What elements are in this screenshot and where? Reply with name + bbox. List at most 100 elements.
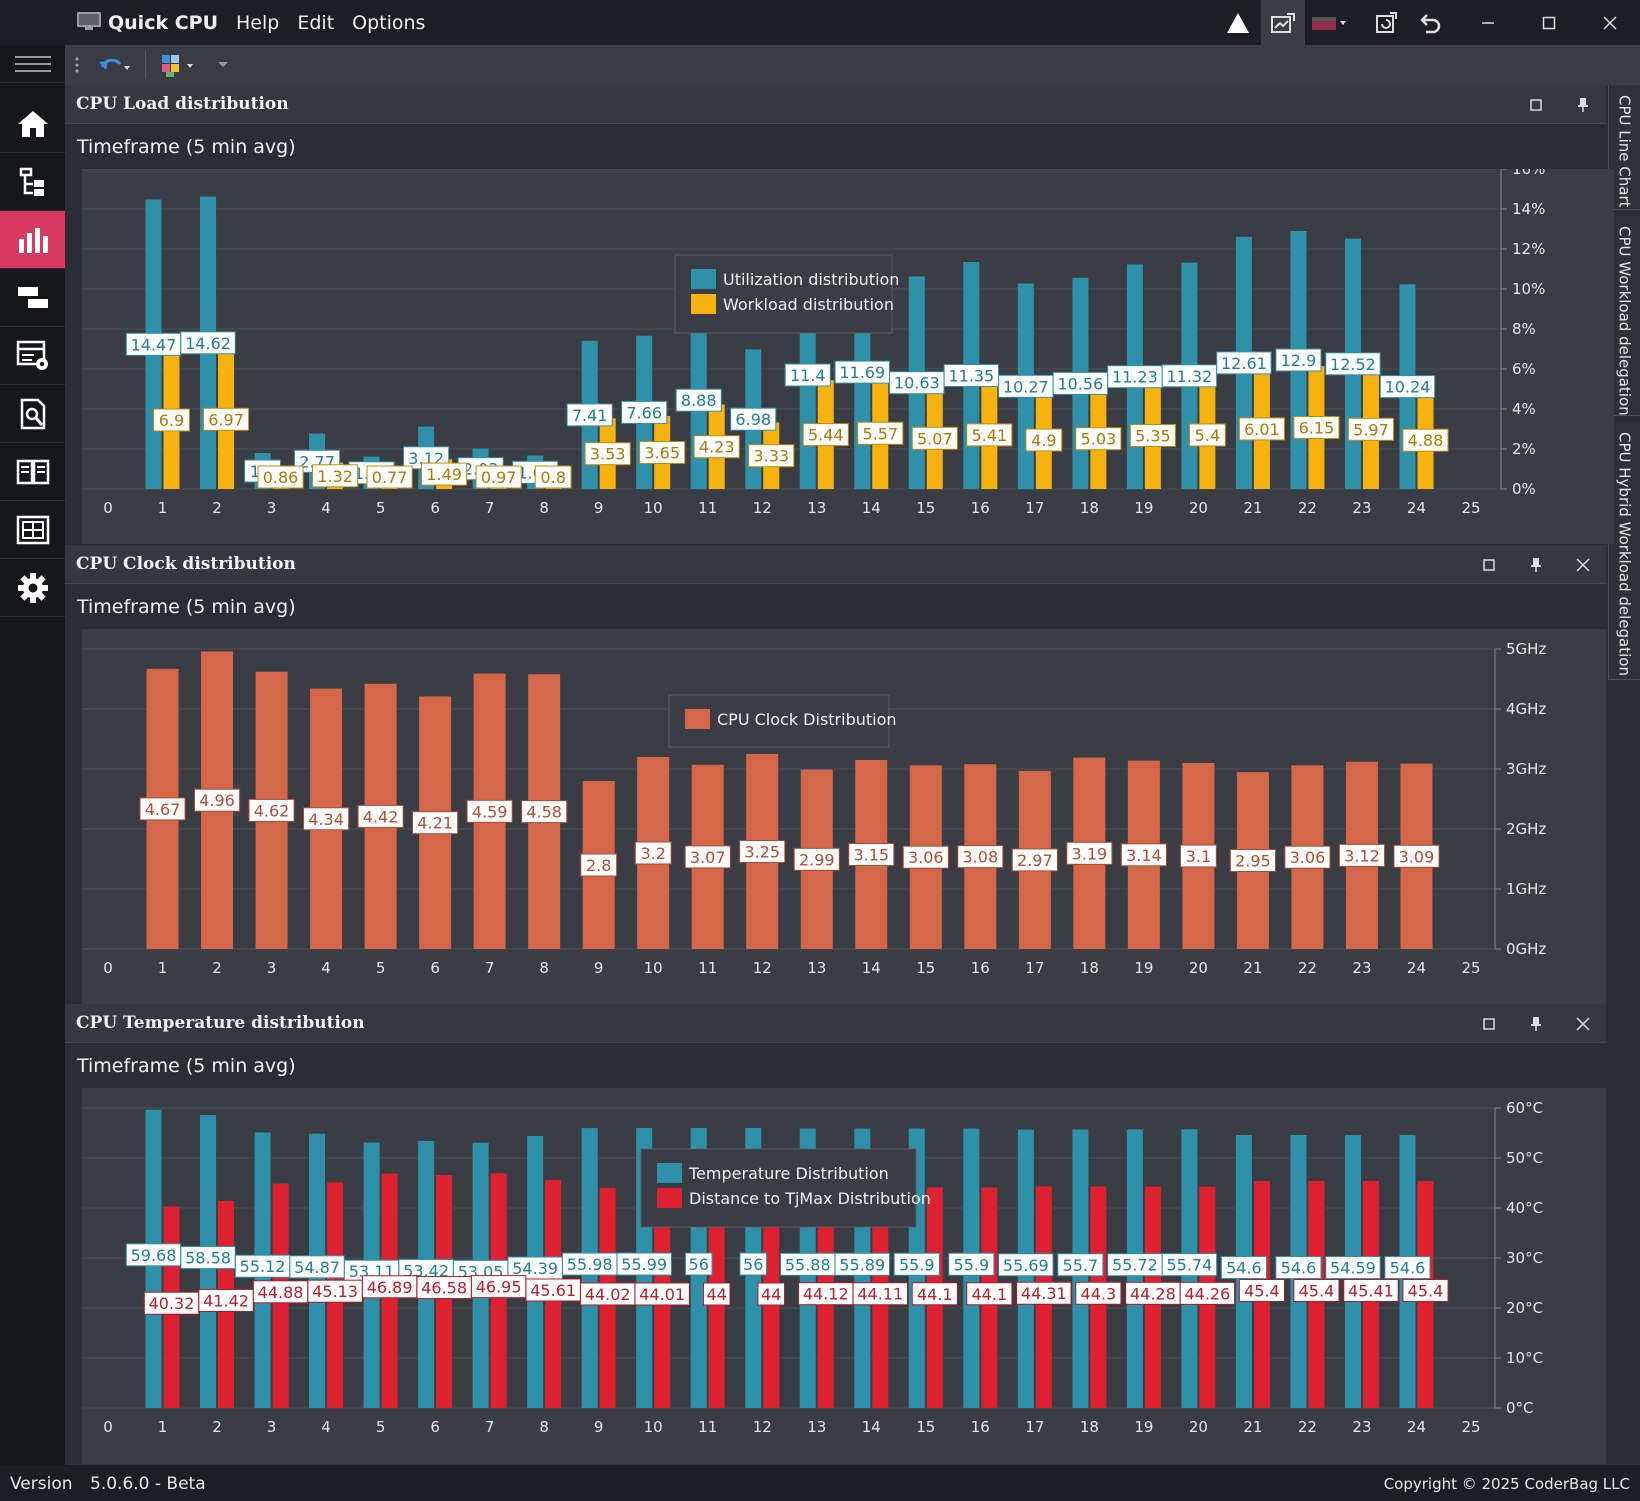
export-chart-button[interactable] (1261, 0, 1305, 45)
warning-triangle-icon[interactable] (1216, 0, 1260, 45)
panel-close-button[interactable] (1571, 1012, 1595, 1036)
data-label-box (580, 853, 618, 877)
sidebar-item-inspect[interactable] (0, 385, 65, 443)
panel-pin-button[interactable] (1524, 1012, 1548, 1036)
data-label: 3.07 (684, 845, 731, 869)
data-label-text: 12.52 (1330, 355, 1376, 374)
data-label-box (193, 788, 241, 812)
x-tick-label: 23 (1352, 1418, 1371, 1436)
data-label-text: 3.08 (963, 848, 999, 867)
data-label-text: 5.97 (1353, 420, 1389, 439)
x-tick-label: 17 (1025, 959, 1044, 977)
data-label-text: 6.9 (159, 411, 184, 430)
sidebar-item-settings[interactable] (0, 559, 65, 617)
minimize-button[interactable] (1466, 0, 1510, 45)
data-label: 11.35 (943, 364, 1000, 387)
x-tick-label: 2 (212, 1418, 222, 1436)
y-tick-label: 3GHz (1506, 760, 1546, 778)
data-label: 44.1 (911, 1282, 958, 1306)
palette-dropdown-button[interactable] (160, 51, 202, 79)
undo-dropdown-button[interactable] (97, 53, 137, 77)
data-label: 5.44 (802, 423, 849, 447)
data-label-box (616, 1252, 672, 1276)
data-label-text: 3.09 (1399, 847, 1435, 866)
data-label-box (1325, 352, 1381, 376)
legend-label: Workload distribution (723, 295, 894, 314)
data-label-text: 5.35 (1135, 427, 1171, 446)
data-label-box (1229, 849, 1276, 872)
data-label-text: 44.12 (803, 1285, 849, 1304)
data-label: 2.8 (580, 853, 618, 877)
maximize-button[interactable] (1527, 0, 1571, 45)
x-tick-label: 6 (430, 1418, 440, 1436)
y-tick-label: 0% (1512, 480, 1536, 498)
data-label-text: 14.62 (185, 334, 231, 353)
undo-icon[interactable] (1408, 0, 1452, 45)
sidebar-item-table-settings[interactable] (0, 327, 65, 385)
y-tick-label: 20°C (1506, 1299, 1543, 1317)
menu-help[interactable]: Help (236, 11, 280, 34)
y-tick-label: 0GHz (1506, 940, 1546, 958)
data-label-text: 10.24 (1385, 378, 1431, 397)
menu-edit[interactable]: Edit (297, 11, 335, 34)
data-label: 55.88 (780, 1252, 836, 1276)
sidebar-item-layout[interactable] (0, 501, 65, 559)
sidebar-item-timeline[interactable] (0, 269, 65, 327)
sidebar-item-reader[interactable] (0, 443, 65, 501)
refresh-window-icon[interactable] (1364, 0, 1408, 45)
panel-maximize-button[interactable] (1524, 93, 1548, 117)
data-label: 11.4 (784, 363, 831, 387)
panel-title: CPU Temperature distribution (76, 1013, 365, 1033)
panel-pin-button[interactable] (1571, 93, 1595, 117)
sidebar-item-charts[interactable] (0, 211, 65, 269)
x-tick-label: 4 (321, 1418, 331, 1436)
x-tick-label: 23 (1352, 959, 1371, 977)
y-tick-label: 30°C (1506, 1249, 1543, 1267)
sidebar-item-home[interactable] (0, 95, 65, 153)
menu-options[interactable]: Options (352, 11, 426, 34)
y-tick-label: 5GHz (1506, 640, 1546, 658)
data-label-text: 55.12 (240, 1257, 286, 1276)
data-label-text: 3.12 (1344, 846, 1380, 865)
data-label-text: 7.41 (572, 406, 608, 425)
data-label-text: 8.88 (681, 391, 717, 410)
chart-area: 0GHz 1GHz 2GHz 3GHz 4GHz 5GHz 0 1 2 3 4 5 6 7 8 9 10 11 12… (82, 629, 1606, 1004)
color-theme-dropdown[interactable] (1307, 0, 1351, 45)
sidebar-item-tree[interactable] (0, 153, 65, 211)
panel-pin-button[interactable] (1524, 553, 1548, 577)
pin-icon (1578, 98, 1588, 112)
data-label: 1.32 (312, 464, 359, 488)
data-label: 6.98 (730, 407, 777, 431)
panel-maximize-button[interactable] (1477, 1012, 1501, 1036)
data-label: 4.21 (412, 811, 459, 835)
data-label: 55.9 (948, 1252, 995, 1276)
x-tick-label: 18 (1080, 1418, 1099, 1436)
data-label-box (966, 423, 1013, 447)
undo-arrow-icon (99, 58, 130, 70)
close-button[interactable] (1588, 0, 1632, 45)
book-icon (16, 459, 49, 484)
data-label: 44.31 (1016, 1281, 1072, 1305)
data-label: 4.88 (1402, 428, 1449, 452)
data-label-text: 44.26 (1184, 1284, 1230, 1303)
data-label-text: 55.89 (839, 1255, 885, 1274)
data-label-text: 3.06 (1290, 848, 1326, 867)
data-label: 2.97 (1011, 848, 1058, 872)
data-label: 10.24 (1379, 375, 1436, 399)
x-tick-label: 6 (430, 499, 440, 517)
toolbar-overflow-icon[interactable] (217, 60, 229, 68)
x-tick-label: 1 (158, 1418, 168, 1436)
panel-maximize-button[interactable] (1477, 553, 1501, 577)
data-label: 44 (757, 1282, 786, 1306)
data-label-text: 54.6 (1390, 1259, 1426, 1278)
data-label: 44.02 (579, 1282, 636, 1306)
data-label-box (1402, 1279, 1449, 1302)
data-label: 55.9 (893, 1252, 940, 1276)
x-tick-label: 0 (103, 1418, 113, 1436)
hamburger-menu-icon[interactable] (0, 45, 65, 83)
y-tick-label: 60°C (1506, 1099, 1543, 1117)
data-label-text: 55.88 (785, 1255, 831, 1274)
panel-close-button[interactable] (1571, 553, 1595, 577)
data-label-box (257, 465, 304, 489)
copyright-text: Copyright © 2025 CoderBag LLC (1383, 1475, 1630, 1493)
